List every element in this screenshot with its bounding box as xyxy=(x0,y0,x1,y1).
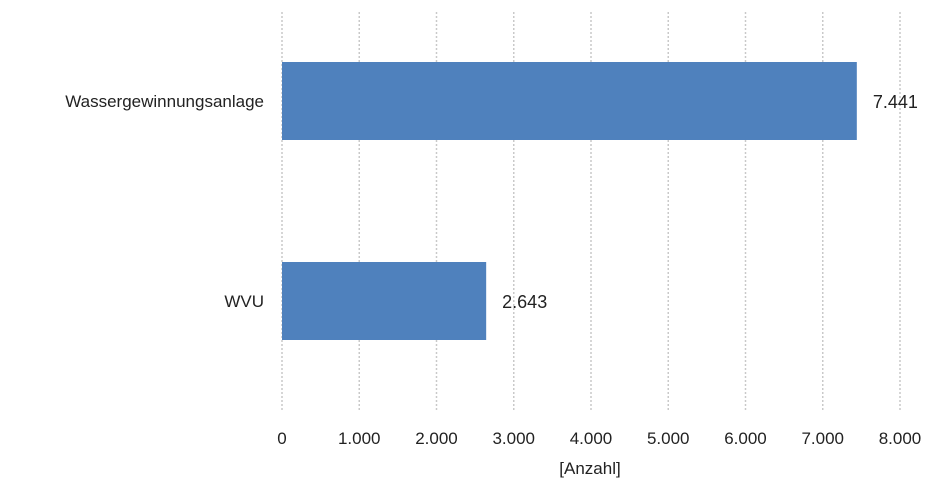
x-tick-label: 6.000 xyxy=(724,429,767,448)
data-label: 7.441 xyxy=(873,92,918,112)
x-tick-label: 1.000 xyxy=(338,429,381,448)
category-labels: Wassergewinnungsanlage WVU xyxy=(65,92,264,311)
vertical-gridlines xyxy=(281,12,901,412)
x-axis-title: [Anzahl] xyxy=(559,459,620,478)
x-tick-label: 3.000 xyxy=(492,429,535,448)
x-tick-label: 5.000 xyxy=(647,429,690,448)
data-labels: 7.441 2.643 xyxy=(502,92,918,312)
x-axis-tick-labels: 0 1.000 2.000 3.000 4.000 5.000 6.000 7.000 8.00… xyxy=(277,429,921,448)
bars xyxy=(282,62,857,340)
data-label: 2.643 xyxy=(502,292,547,312)
x-tick-label: 7.000 xyxy=(801,429,844,448)
bar xyxy=(282,62,857,140)
category-label: Wassergewinnungsanlage xyxy=(65,92,264,111)
x-tick-label: 0 xyxy=(277,429,286,448)
x-tick-label: 4.000 xyxy=(570,429,613,448)
x-tick-label: 2.000 xyxy=(415,429,458,448)
bar xyxy=(282,262,487,340)
category-label: WVU xyxy=(224,292,264,311)
x-tick-label: 8.000 xyxy=(879,429,922,448)
